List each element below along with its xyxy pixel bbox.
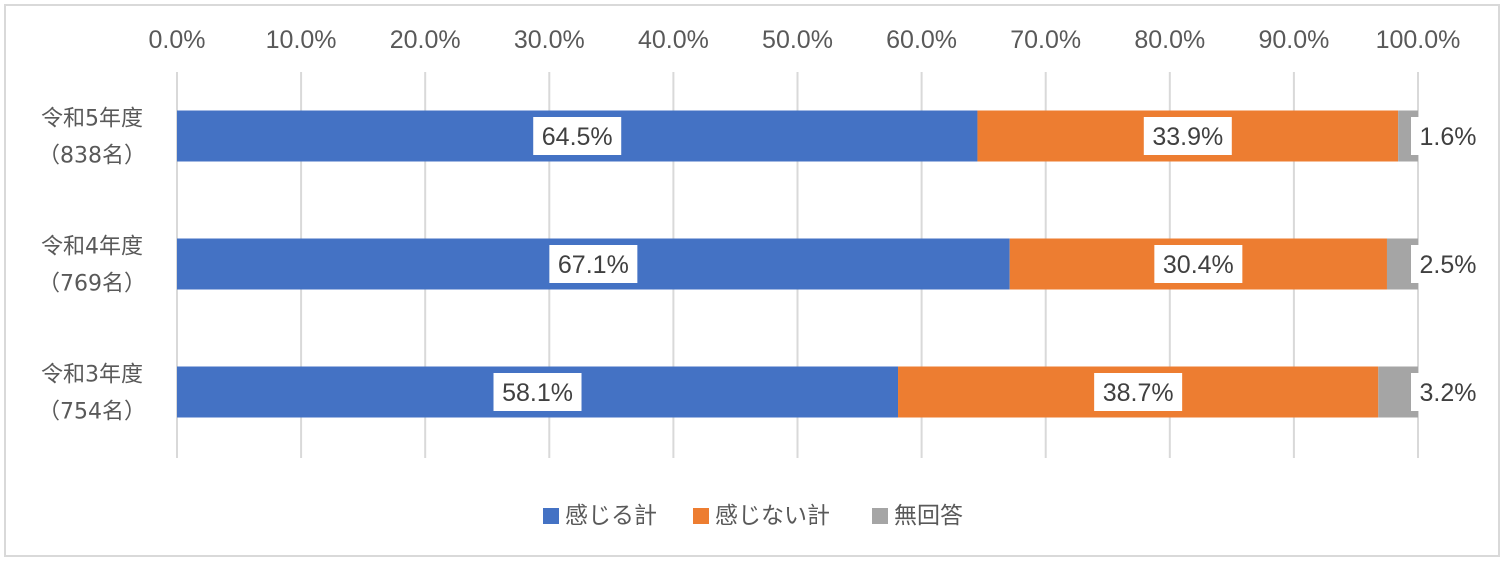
- x-tick-label: 70.0%: [1010, 26, 1081, 54]
- data-label-box: [1143, 117, 1232, 155]
- data-label: 30.4%: [1163, 251, 1234, 279]
- x-tick-label: 20.0%: [390, 26, 461, 54]
- data-label-box: [493, 373, 582, 411]
- x-tick-label: 80.0%: [1134, 26, 1205, 54]
- data-label: 33.9%: [1152, 123, 1223, 151]
- data-label-box: [1411, 117, 1485, 155]
- x-tick-label: 40.0%: [638, 26, 709, 54]
- data-label: 64.5%: [542, 123, 613, 151]
- category-label: 令和4年度: [41, 235, 143, 260]
- data-label-box: [1411, 245, 1485, 283]
- data-label-box: [549, 245, 638, 283]
- data-label: 67.1%: [558, 251, 629, 279]
- data-label-box: [533, 117, 622, 155]
- legend-label: 感じる計: [565, 503, 657, 529]
- x-tick-label: 10.0%: [266, 26, 337, 54]
- legend-swatch: [872, 508, 888, 524]
- data-label-box: [1094, 373, 1183, 411]
- data-label: 3.2%: [1420, 379, 1477, 407]
- x-tick-label: 100.0%: [1376, 26, 1461, 54]
- x-tick-label: 60.0%: [886, 26, 957, 54]
- category-count-label: （838名）: [38, 144, 146, 169]
- category-label: 令和3年度: [41, 363, 143, 388]
- data-label-box: [1154, 245, 1243, 283]
- legend-swatch: [543, 508, 559, 524]
- legend-label: 無回答: [894, 503, 963, 529]
- data-label: 1.6%: [1420, 123, 1477, 151]
- category-count-label: （754名）: [38, 400, 146, 425]
- data-label: 58.1%: [502, 379, 573, 407]
- x-tick-label: 90.0%: [1258, 26, 1329, 54]
- data-label: 38.7%: [1103, 379, 1174, 407]
- x-tick-label: 30.0%: [514, 26, 585, 54]
- legend-label: 感じない計: [715, 503, 830, 529]
- x-tick-label: 0.0%: [149, 26, 206, 54]
- category-label: 令和5年度: [41, 107, 143, 132]
- x-tick-label: 50.0%: [762, 26, 833, 54]
- data-label-box: [1411, 373, 1485, 411]
- legend-swatch: [693, 508, 709, 524]
- category-count-label: （769名）: [38, 272, 146, 297]
- data-label: 2.5%: [1420, 251, 1477, 279]
